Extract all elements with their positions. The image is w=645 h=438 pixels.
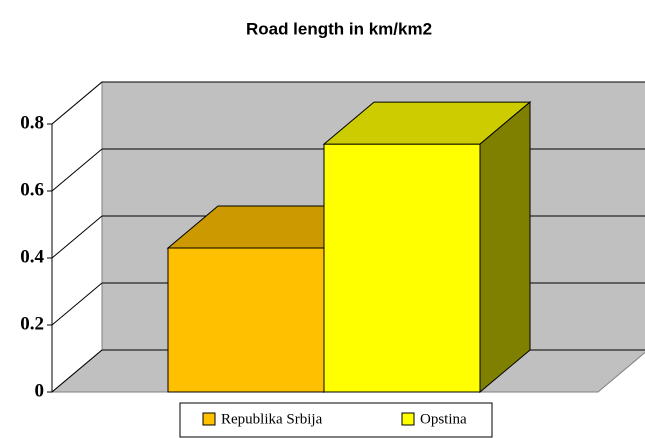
grid-line-side (51, 349, 103, 393)
y-tick-label: 0 (35, 380, 45, 401)
legend-label: Opstina (420, 411, 467, 427)
y-tick-label: 0.6 (20, 179, 44, 200)
chart-title: Road length in km/km2 (246, 19, 432, 38)
y-tick-label: 0.2 (20, 313, 44, 334)
grid-line-side (51, 215, 103, 259)
grid-line-side (51, 282, 103, 326)
bar-side (479, 101, 531, 394)
bar (167, 247, 325, 393)
legend (179, 402, 493, 438)
bar (323, 143, 481, 393)
legend-label: Republika Srbija (221, 411, 323, 427)
y-tick-label: 0.4 (20, 246, 44, 267)
legend-swatch (202, 412, 216, 426)
grid-line-side (51, 81, 103, 125)
y-tick-label: 0.8 (20, 112, 44, 133)
grid-line-side (51, 148, 103, 192)
legend-swatch (401, 412, 415, 426)
